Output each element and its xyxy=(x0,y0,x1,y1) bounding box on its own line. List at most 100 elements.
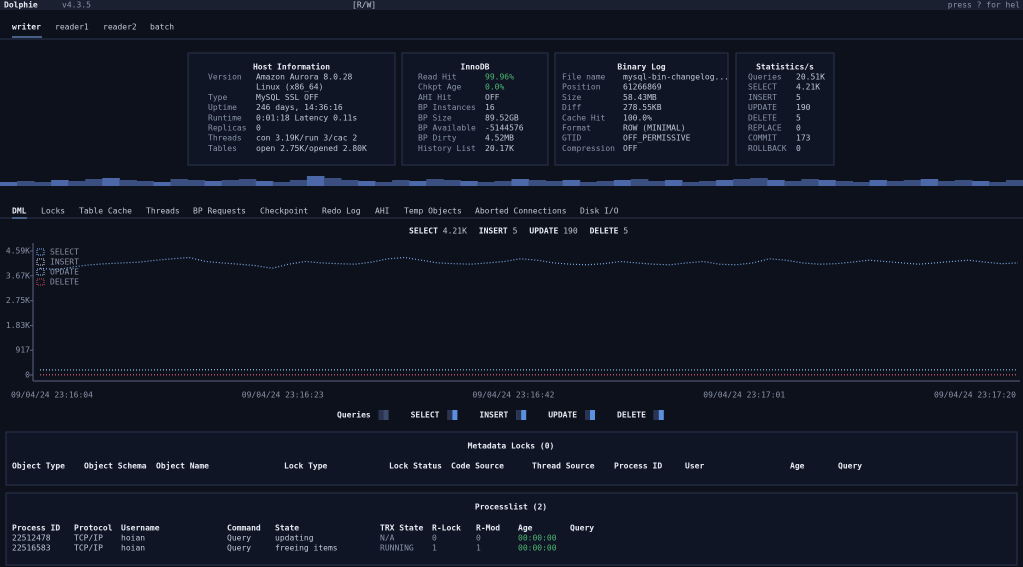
activity-bar xyxy=(853,182,871,186)
panel-value: 0:01:18 Latency 0.11s xyxy=(256,113,357,122)
panel-value: open 2.75K/opened 2.80K xyxy=(256,144,367,153)
legend-label: SELECT xyxy=(411,411,440,420)
cell: 00:00:00 xyxy=(518,534,557,543)
cell: Query xyxy=(227,544,251,553)
cell: 1 xyxy=(432,544,437,553)
host-tab[interactable]: writer xyxy=(12,22,41,32)
legend-label: UPDATE xyxy=(50,268,79,277)
graph-tab[interactable]: AHI xyxy=(375,207,390,216)
column-header: Object Schema xyxy=(84,461,147,471)
top-bar xyxy=(0,0,1023,10)
panel-value: OFF xyxy=(485,93,500,102)
column-header: Query xyxy=(838,462,862,471)
metadata-panel xyxy=(6,432,1017,485)
panel-value: 0.0% xyxy=(485,83,504,92)
panel-label: Compression xyxy=(562,144,615,153)
graph-tab[interactable]: Redo Log xyxy=(322,207,361,216)
graph-tab[interactable]: Table Cache xyxy=(79,207,132,216)
summary-value: 5 xyxy=(513,227,518,236)
app-name: Dolphie xyxy=(4,0,38,10)
cell: 00:00:00 xyxy=(518,544,557,553)
column-header: Protocol xyxy=(74,524,113,533)
legend-label: DELETE xyxy=(617,411,646,420)
x-tick-label: 09/04/24 23:16:23 xyxy=(242,391,324,400)
graph-tab[interactable]: DML xyxy=(12,207,27,216)
legend-label: UPDATE xyxy=(548,411,577,420)
panel-title: Binary Log xyxy=(617,62,665,72)
panel-value: 20.51K xyxy=(796,73,825,82)
panel-label: AHI Hit xyxy=(418,93,452,102)
graph-tab[interactable]: Threads xyxy=(146,207,180,216)
column-header: R-Mod xyxy=(476,524,500,533)
activity-bar xyxy=(494,181,512,186)
host-tab[interactable]: batch xyxy=(150,23,174,32)
cell: hoian xyxy=(121,534,145,543)
panel-title: Statistics/s xyxy=(756,62,814,72)
panel-label: GTID xyxy=(562,134,581,143)
activity-bar xyxy=(136,181,154,186)
graph-tab[interactable]: Locks xyxy=(41,207,65,216)
panel-label: ROLLBACK xyxy=(748,144,787,153)
panel-label: Chkpt Age xyxy=(418,83,462,92)
graph-tab[interactable]: Aborted Connections xyxy=(475,207,567,216)
activity-bar xyxy=(341,180,359,186)
help-hint: press ? for hel xyxy=(948,1,1020,10)
graph-tab[interactable]: BP Requests xyxy=(193,207,246,216)
graph-tab[interactable]: Temp Objects xyxy=(404,207,462,216)
activity-bar xyxy=(801,179,819,186)
host-tab[interactable]: reader1 xyxy=(55,23,89,32)
graph-tab[interactable]: Checkpoint xyxy=(260,207,308,216)
panel-label: Position xyxy=(562,83,601,92)
activity-bar xyxy=(835,181,853,186)
panel-value: 4.52MB xyxy=(485,134,514,143)
cell: updating xyxy=(275,534,314,543)
column-header: Process ID xyxy=(614,462,662,471)
activity-bar xyxy=(256,181,274,186)
panel-value: con 3.19K/run 3/cac 2 xyxy=(256,134,357,143)
summary-value: 190 xyxy=(563,227,578,236)
legend-label: SELECT xyxy=(50,248,79,257)
activity-bar xyxy=(85,179,103,186)
panel-value: 20.17K xyxy=(485,144,514,153)
y-tick-label: 4.59K xyxy=(6,247,30,256)
activity-bar xyxy=(222,180,240,186)
panel-label: COMMIT xyxy=(748,134,777,143)
column-header: Process ID xyxy=(12,524,60,533)
cell: 22516583 xyxy=(12,544,51,553)
cell: RUNNING xyxy=(380,544,414,553)
panel-value: OFF xyxy=(623,144,638,153)
panel-value: 173 xyxy=(796,134,811,143)
panel-label: History List xyxy=(418,144,476,153)
activity-bar xyxy=(938,181,956,186)
activity-bar xyxy=(307,176,325,186)
column-header: Thread Source xyxy=(532,462,595,471)
column-header: User xyxy=(685,462,704,471)
cell: TCP/IP xyxy=(74,534,103,543)
activity-bar xyxy=(443,180,461,186)
panel-label: Version xyxy=(208,73,242,82)
panel-value: mysql-bin-changelog... xyxy=(623,73,729,82)
metadata-title: Metadata Locks (0) xyxy=(468,442,555,451)
x-tick-label: 09/04/24 23:17:01 xyxy=(703,391,785,400)
activity-bar xyxy=(904,180,922,186)
panel-label: UPDATE xyxy=(748,103,777,112)
activity-bar xyxy=(682,182,700,186)
column-header: Lock Type xyxy=(284,462,328,471)
summary-name: UPDATE xyxy=(529,227,558,236)
host-tab[interactable]: reader2 xyxy=(103,23,137,32)
panel-value: ROW (MINIMAL) xyxy=(623,124,686,133)
activity-bar xyxy=(648,181,666,186)
activity-bar xyxy=(665,180,683,186)
cell: hoian xyxy=(121,544,145,553)
y-tick-label: 2.75K xyxy=(6,296,30,305)
activity-bar xyxy=(784,181,802,186)
activity-bar xyxy=(375,182,393,186)
panel-value: 190 xyxy=(796,103,811,112)
cell: 0 xyxy=(432,534,437,543)
x-tick-label: 09/04/24 23:16:04 xyxy=(11,391,93,400)
legend-label: INSERT xyxy=(479,411,508,420)
graph-tab[interactable]: Disk I/O xyxy=(580,207,619,216)
legend-label: DELETE xyxy=(50,278,79,287)
cell: 22512478 xyxy=(12,534,51,543)
activity-bar xyxy=(955,180,973,186)
